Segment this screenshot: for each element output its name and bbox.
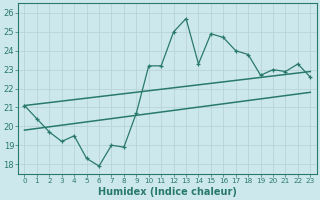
X-axis label: Humidex (Indice chaleur): Humidex (Indice chaleur) [98, 187, 237, 197]
